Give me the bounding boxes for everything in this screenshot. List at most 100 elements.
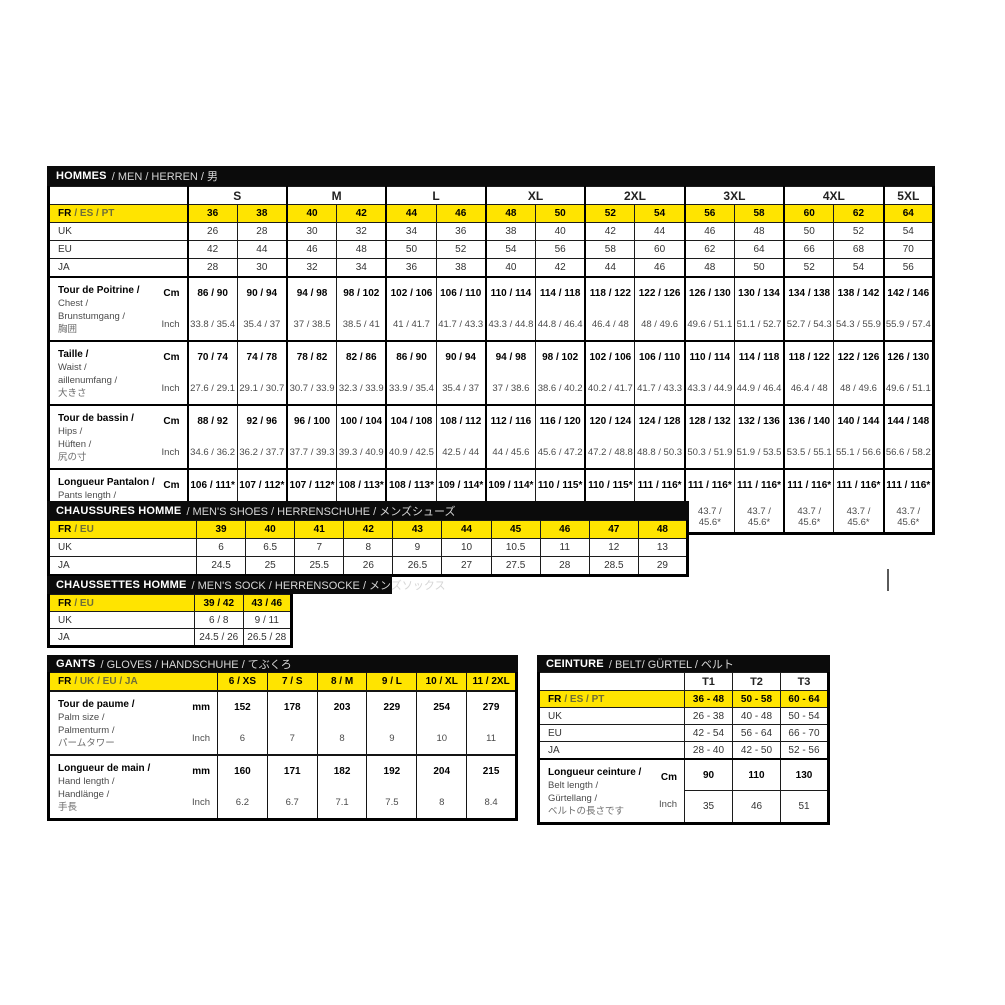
fr-size-cell: 52 (584, 204, 636, 223)
uk-size-cell: 54 (882, 222, 934, 241)
waist-value-cell: 86 / 90 33.9 / 35.4 (385, 340, 437, 406)
chest-value-cell: 86 / 90 33.8 / 35.4 (186, 276, 238, 342)
label-en: Belt length / (548, 779, 599, 791)
label-fr: Tour de paume / (58, 698, 135, 710)
hips-value-cell: 88 / 92 34.6 / 36.2 (186, 404, 238, 470)
socks-fr-row: FR / EU 39 / 42 43 / 46 (48, 594, 292, 612)
palm-value-cell: 254 10 (416, 690, 468, 756)
gloves-size-cell: 6 / XS (217, 672, 268, 692)
shoes-title-rest: / MEN'S SHOES / HERRENSCHUHE / メンズシューズ (186, 505, 456, 518)
belt-eu-cell: 56 - 64 (732, 724, 781, 742)
ja-size-cell: 42 (535, 258, 586, 278)
uk-size-cell: 50 (783, 222, 835, 241)
chest-value-cell: 98 / 102 38.5 / 41 (336, 276, 387, 342)
belt-cm-cell: 110 (732, 758, 781, 792)
mens-header-bar: HOMMES / MEN / HERREN / 男 (47, 166, 935, 186)
cm-unit-label: Cm (163, 352, 180, 363)
chest-row: Tour de Poitrine / Chest / Brunstumgang … (48, 276, 934, 342)
belt-inch-cell: 46 (732, 790, 781, 824)
hips-value-cell: 108 / 112 42.5 / 44 (435, 404, 487, 470)
gloves-size-cell: 11 / 2XL (466, 672, 517, 692)
stray-mark (887, 569, 889, 591)
shoes-uk-cell: 6.5 (245, 538, 296, 557)
shoes-size-cell: 40 (245, 520, 296, 539)
palm-value-cell: 152 6 (217, 690, 268, 756)
shoes-section: CHAUSSURES HOMME / MEN'S SHOES / HERRENS… (47, 501, 689, 577)
belt-cm-cell: 90 (684, 758, 733, 792)
shoes-uk-cell: 7 (294, 538, 345, 557)
shoes-ja-cell: 27 (441, 556, 492, 576)
shoes-uk-cell: 10 (441, 538, 492, 557)
palm-size-row: Tour de paume / Palm size / Palmenturm /… (48, 690, 517, 756)
fr-size-cell: 44 (385, 204, 437, 223)
uk-size-cell: 42 (584, 222, 636, 241)
label-ja: 手長 (58, 801, 78, 813)
label-fr: Taille / (58, 348, 89, 360)
label-fr: Longueur ceinture / (548, 766, 642, 778)
fr-size-cell: 58 (733, 204, 785, 223)
label-de: Gürtellang / (548, 792, 598, 804)
belt-uk-row: UK 26 - 38 40 - 48 50 - 54 (538, 707, 829, 725)
pants-value-cell: 111 / 116*43.7 / 45.6* (783, 468, 835, 534)
palm-value-cell: 229 9 (366, 690, 418, 756)
chest-value-cell: 142 / 146 55.9 / 57.4 (882, 276, 934, 342)
uk-size-cell: 26 (186, 222, 238, 241)
palm-value-cell: 178 7 (266, 690, 318, 756)
gloves-header-bar: GANTS / GLOVES / HANDSCHUHE / てぶくろ (47, 655, 518, 672)
label-en: Waist / (58, 361, 87, 373)
label-de: Handlänge / (58, 788, 110, 800)
cm-unit-label: Cm (660, 772, 677, 783)
belt-t-header: T1 (684, 672, 733, 691)
inch-unit-label: Inch (192, 797, 210, 808)
group-header: S (186, 186, 288, 205)
gloves-section: GANTS / GLOVES / HANDSCHUHE / てぶくろ FR / U… (47, 655, 518, 821)
chest-value-cell: 118 / 122 46.4 / 48 (584, 276, 636, 342)
hips-value-cell: 100 / 104 39.3 / 40.9 (336, 404, 387, 470)
chest-value-cell: 138 / 142 54.3 / 55.9 (833, 276, 885, 342)
ja-size-cell: 34 (336, 258, 387, 278)
label-fr: Tour de Poitrine / (58, 284, 140, 296)
socks-ja-cell: 26.5 / 28 (242, 628, 292, 647)
gloves-size-cell: 10 / XL (416, 672, 468, 692)
uk-size-cell: 36 (435, 222, 487, 241)
eu-size-cell: 62 (683, 240, 735, 259)
shoes-uk-cell: 9 (392, 538, 443, 557)
socks-size-cell: 43 / 46 (242, 594, 292, 612)
eu-size-cell: 60 (634, 240, 686, 259)
eu-size-cell: 64 (733, 240, 785, 259)
waist-value-cell: 98 / 102 38.6 / 40.2 (535, 340, 586, 406)
socks-size-cell: 39 / 42 (194, 594, 244, 612)
shoes-uk-row: UK 6 6.5 7 8 9 10 10.5 11 12 13 (48, 538, 689, 557)
hips-value-cell: 104 / 108 40.9 / 42.5 (385, 404, 437, 470)
ja-size-cell: 44 (584, 258, 636, 278)
uk-label: UK (48, 222, 188, 241)
ja-label: JA (48, 258, 188, 278)
ja-size-cell: 46 (634, 258, 686, 278)
label-de: Brunstumgang / (58, 310, 126, 322)
label-fr: Longueur de main / (58, 762, 151, 774)
waist-row: Taille / Waist / aillenumfang / 大きさ Cm I… (48, 340, 934, 406)
eu-size-cell: 52 (435, 240, 487, 259)
waist-value-cell: 90 / 94 35.4 / 37 (435, 340, 487, 406)
gloves-size-cell: 7 / S (266, 672, 318, 692)
hips-value-cell: 128 / 132 50.3 / 51.9 (683, 404, 735, 470)
hips-value-cell: 112 / 116 44 / 45.6 (484, 404, 537, 470)
hips-value-cell: 120 / 124 47.2 / 48.8 (584, 404, 636, 470)
inch-unit-label: Inch (161, 383, 180, 394)
socks-uk-label: UK (48, 611, 195, 629)
belt-length-cm-row: Longueur ceinture / Belt length / Gürtel… (538, 758, 829, 824)
waist-label-cell: Taille / Waist / aillenumfang / 大きさ Cm I… (48, 340, 188, 406)
hips-value-cell: 132 / 136 51.9 / 53.5 (733, 404, 785, 470)
belt-uk-cell: 26 - 38 (684, 707, 733, 725)
fr-size-cell: 64 (882, 204, 934, 223)
shoes-ja-cell: 26 (343, 556, 394, 576)
fr-size-label: FR / ES / PT (48, 204, 188, 223)
uk-size-cell: 40 (535, 222, 586, 241)
shoes-uk-cell: 12 (588, 538, 639, 557)
chest-value-cell: 106 / 110 41.7 / 43.3 (435, 276, 487, 342)
hand-value-cell: 160 6.2 (217, 754, 268, 820)
cm-unit-label: Cm (163, 416, 180, 427)
eu-size-cell: 56 (535, 240, 586, 259)
hand-value-cell: 215 8.4 (466, 754, 517, 820)
waist-value-cell: 94 / 98 37 / 38.6 (484, 340, 537, 406)
